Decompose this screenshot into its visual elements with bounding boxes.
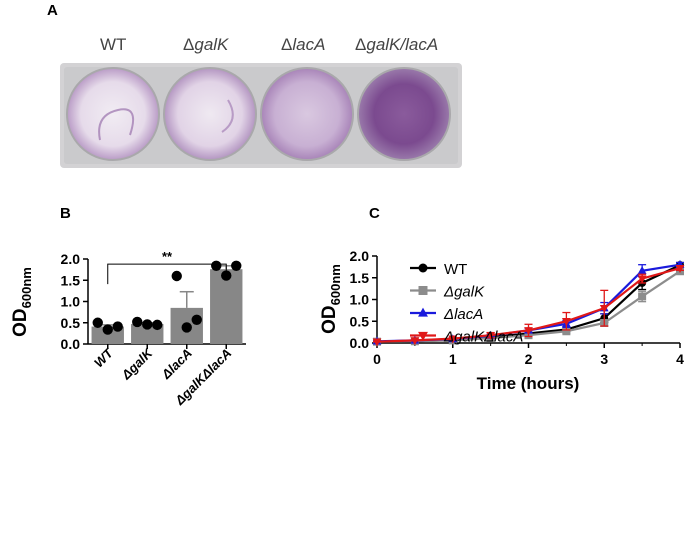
well-galk bbox=[163, 67, 257, 161]
marker-triangle-down bbox=[486, 331, 496, 340]
marker-triangle-down bbox=[599, 305, 609, 313]
c-x-tick-label: 0 bbox=[373, 351, 381, 367]
well-laca bbox=[260, 67, 354, 161]
marker-triangle-down bbox=[637, 275, 647, 284]
c-xlabel: Time (hours) bbox=[477, 374, 580, 393]
data-point bbox=[221, 270, 232, 281]
well-plate-photo bbox=[60, 63, 462, 168]
b-y-tick-label: 2.0 bbox=[61, 251, 81, 267]
marker-triangle-down bbox=[448, 335, 458, 344]
significance-label: ** bbox=[162, 249, 173, 264]
data-point bbox=[231, 260, 242, 271]
well-wt bbox=[66, 67, 160, 161]
series bbox=[372, 264, 685, 347]
photo-label-wt: WT bbox=[100, 35, 127, 54]
b-ylabel: OD600nm bbox=[10, 267, 34, 337]
b-x-tick-label: WT bbox=[91, 345, 117, 371]
data-point bbox=[102, 324, 113, 335]
data-point bbox=[152, 319, 163, 331]
b-y-tick-label: 1.5 bbox=[61, 272, 81, 288]
data-point bbox=[181, 322, 192, 333]
c-x-tick-label: 4 bbox=[676, 351, 684, 367]
marker-triangle-down bbox=[418, 331, 428, 341]
b-x-tick-label: ΔlacA bbox=[158, 346, 195, 383]
marker-square bbox=[562, 327, 571, 336]
line-chart: OD600nm Time (hours) 0.0 0.5 1.0 1.5 2.0 0 1 2 3… bbox=[319, 248, 685, 393]
legend-label: ΔgalK bbox=[443, 284, 485, 301]
panel-b-label: B bbox=[60, 205, 71, 222]
marker-triangle-down bbox=[372, 338, 382, 347]
data-point bbox=[211, 260, 222, 271]
well-galk-laca bbox=[357, 67, 451, 161]
panel-a-label: A bbox=[47, 2, 58, 19]
data-point bbox=[92, 317, 103, 328]
b-y-tick-label: 0.5 bbox=[61, 315, 81, 331]
c-ylabel: OD600nm bbox=[319, 264, 343, 334]
legend-label: ΔgalKΔlacA bbox=[443, 329, 523, 346]
photo-label-galk-laca: ΔgalK/lacA bbox=[355, 35, 439, 54]
c-y-tick-label: 0.5 bbox=[350, 313, 370, 329]
marker-triangle-down bbox=[524, 327, 533, 336]
significance-bracket bbox=[107, 263, 227, 285]
c-y-tick-label: 1.0 bbox=[350, 292, 370, 308]
bar bbox=[210, 269, 243, 344]
marker-triangle-down bbox=[410, 337, 420, 346]
marker-circle bbox=[418, 263, 428, 273]
marker-triangle-down bbox=[561, 318, 571, 327]
c-x-tick-label: 1 bbox=[449, 351, 457, 367]
c-y-tick-label: 0.0 bbox=[350, 335, 370, 351]
panel-c-label: C bbox=[369, 205, 380, 222]
stain-swirl-galk bbox=[221, 99, 234, 133]
data-point bbox=[142, 319, 153, 330]
b-x-tick-label: ΔgalK bbox=[118, 344, 157, 383]
data-point bbox=[132, 316, 143, 328]
data-point bbox=[191, 314, 202, 325]
data-point bbox=[171, 270, 182, 282]
legend-label: WT bbox=[444, 261, 467, 278]
c-y-tick-label: 2.0 bbox=[350, 248, 370, 264]
marker-square bbox=[418, 286, 428, 295]
b-y-tick-label: 0.0 bbox=[61, 336, 81, 352]
marker-triangle-up bbox=[637, 265, 647, 274]
marker-triangle-down bbox=[675, 264, 685, 273]
legend-label: ΔlacA bbox=[443, 306, 483, 323]
marker-square bbox=[638, 292, 647, 301]
stain-swirl-wt bbox=[98, 108, 134, 141]
c-x-tick-label: 2 bbox=[525, 351, 533, 367]
c-y-tick-label: 1.5 bbox=[350, 270, 370, 286]
marker-triangle-up bbox=[418, 307, 428, 317]
photo-label-laca: ΔlacA bbox=[281, 35, 326, 54]
c-x-tick-label: 3 bbox=[600, 351, 608, 367]
data-point bbox=[112, 321, 123, 332]
photo-label-galk: ΔgalK bbox=[183, 35, 229, 54]
bar-chart: OD600nm 0.00.51.01.52.0WT ΔgalK ΔlacAΔgalK… bbox=[10, 249, 246, 409]
b-y-tick-label: 1.0 bbox=[61, 294, 81, 310]
